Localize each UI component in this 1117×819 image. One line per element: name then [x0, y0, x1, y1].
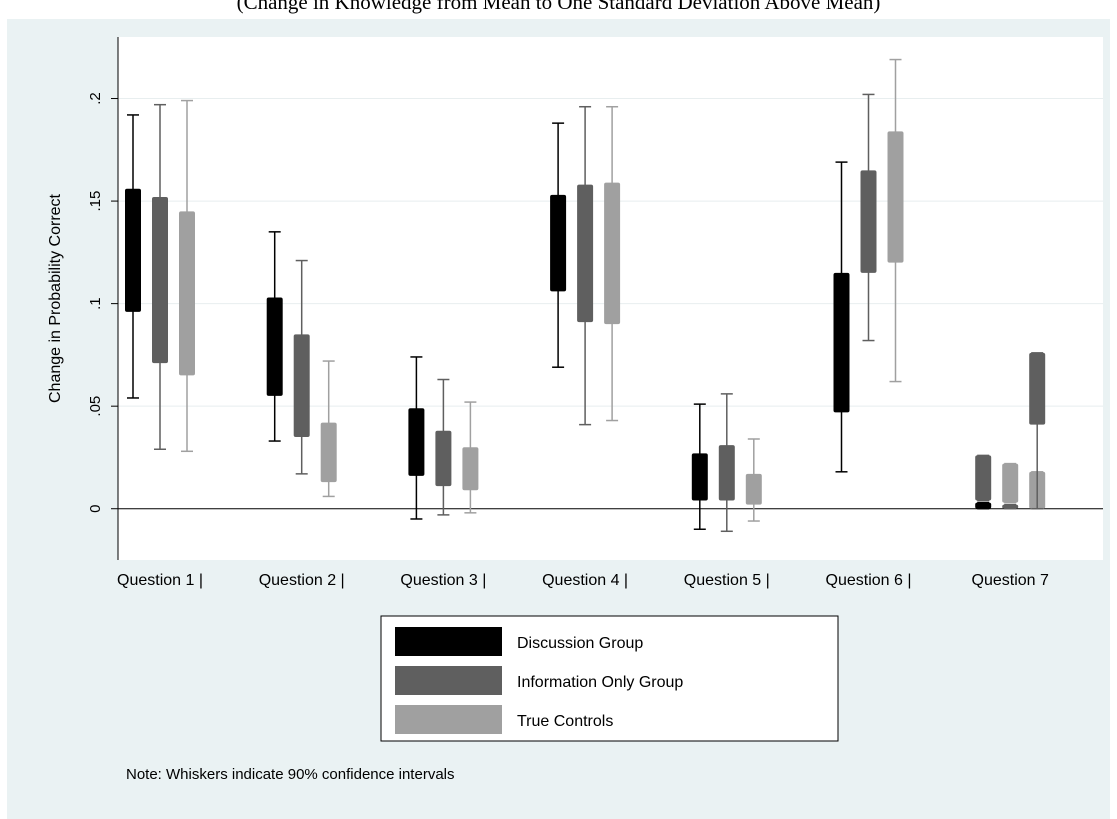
box [577, 184, 594, 323]
box [975, 455, 992, 501]
extra-box-3 [1002, 462, 1019, 504]
legend-label: Information Only Group [517, 674, 683, 691]
y-tick-label: .05 [87, 396, 104, 417]
box [550, 194, 567, 292]
box [745, 473, 762, 505]
extra-box-2 [975, 454, 992, 502]
legend-label: True Controls [517, 713, 613, 730]
chart-frame: 0.05.1.15.2 Question 1 | Question 2 | Ques… [7, 19, 1110, 819]
box-3-series-1 [408, 356, 425, 520]
box [691, 453, 708, 501]
box [860, 170, 877, 273]
box-4-series-2 [577, 105, 594, 426]
box [266, 297, 283, 396]
x-tick-label: Question 3 | [400, 572, 486, 589]
x-tick-label: Question 5 | [684, 572, 770, 589]
box [1029, 352, 1046, 425]
x-tick-label: Question 2 | [259, 572, 345, 589]
x-tick-label: Question 7 [972, 572, 1049, 589]
x-tick-label: Question 6 | [826, 572, 912, 589]
box [125, 188, 141, 312]
chart-note: Note: Whiskers indicate 90% confidence i… [126, 766, 455, 783]
box [152, 196, 168, 364]
box-6-series-2 [860, 93, 877, 342]
box-2-series-1 [266, 231, 283, 442]
box-5-series-3 [745, 438, 762, 522]
box [718, 445, 735, 501]
box-5-series-2 [718, 393, 735, 533]
box-4-series-3 [604, 105, 621, 422]
box [462, 447, 479, 491]
y-axis: 0 .05 .1 .15 .2 [87, 37, 119, 560]
legend-swatch [395, 666, 502, 695]
box-2-series-3 [320, 360, 337, 498]
y-tick-label: .1 [87, 297, 104, 310]
box [887, 131, 904, 263]
box [435, 430, 452, 487]
box-3-series-3 [462, 401, 479, 514]
box-5-series-1 [691, 403, 708, 530]
y-tick-label: 0 [87, 505, 104, 513]
box-1-series-3 [179, 99, 195, 453]
box-7-series-1 [975, 501, 992, 510]
legend-swatch [395, 627, 502, 656]
legend-swatch [395, 705, 502, 734]
box [604, 182, 621, 325]
box-4-series-1 [550, 122, 567, 368]
box [975, 502, 992, 509]
x-axis-labels: Question 1 | Question 2 | Question 3 | Ques… [117, 572, 1049, 589]
legend: Discussion Group Information Only Group Tr… [380, 615, 839, 742]
box-2-series-2 [293, 259, 310, 475]
box-6-series-3 [887, 58, 904, 383]
box-3-series-2 [435, 378, 452, 516]
box [1002, 463, 1019, 503]
extra-box-1 [1029, 352, 1046, 510]
x-tick-label: Question 4 | [542, 572, 628, 589]
box [293, 334, 310, 437]
box [833, 272, 850, 413]
box [320, 422, 337, 483]
chart-caption: (Change in Knowledge from Mean to One St… [236, 0, 881, 14]
y-axis-label: Change in Probability Correct [47, 193, 64, 403]
box-1-series-1 [125, 114, 141, 399]
box-plot-chart: 0.05.1.15.2 Question 1 | Question 2 | Ques… [47, 37, 1103, 783]
box [408, 408, 425, 476]
box-1-series-2 [152, 103, 168, 450]
legend-label: Discussion Group [517, 635, 643, 652]
boxes [125, 58, 1046, 533]
x-tick-label: Question 1 | [117, 572, 203, 589]
box [1002, 504, 1019, 509]
y-tick-label: .2 [87, 92, 104, 105]
y-tick-label: .15 [87, 191, 104, 212]
box [179, 211, 195, 376]
box-7-series-2 [1002, 503, 1019, 510]
box-6-series-1 [833, 161, 850, 473]
